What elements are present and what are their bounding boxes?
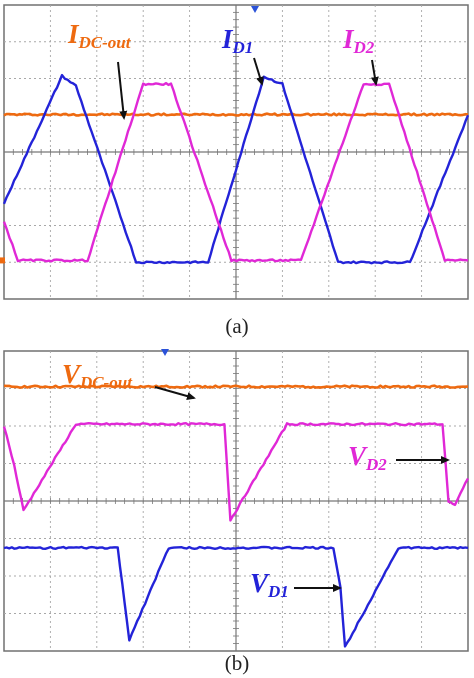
trigger-position-marker <box>251 6 259 13</box>
label-i-d2: ID2 <box>342 24 375 57</box>
trace-v-d2 <box>2 422 470 522</box>
panel-b-voltage-waveforms: VDC-out VD2 VD1 <box>2 349 470 652</box>
trace-v-dc-out <box>3 384 469 389</box>
panel-a-traces <box>0 73 470 265</box>
trace-v-d1 <box>3 545 469 648</box>
label-i-d1: ID1 <box>221 24 253 57</box>
arrow-i-d1 <box>253 57 264 86</box>
panel-b-grid <box>4 351 468 651</box>
panel-b-traces <box>2 384 470 648</box>
panel-a-current-waveforms: IDC-out ID1 ID2 <box>0 4 470 300</box>
panel-a-annotations: IDC-out ID1 ID2 <box>67 6 379 120</box>
panel-b-annotations: VDC-out VD2 VD1 <box>62 349 450 601</box>
trace-i-d1 <box>2 73 470 265</box>
caption-b: (b) <box>225 651 250 675</box>
arrow-i-dc-out <box>117 61 128 120</box>
caption-a: (a) <box>225 314 248 338</box>
trace-i-dc-out <box>3 112 469 117</box>
label-v-dc-out: VDC-out <box>62 359 133 392</box>
arrow-v-dc-out <box>154 386 196 400</box>
arrow-i-d2 <box>370 59 379 86</box>
trigger-position-marker <box>161 349 169 356</box>
trace-i-d2 <box>2 81 469 263</box>
label-i-dc-out: IDC-out <box>67 19 132 52</box>
label-v-d2: VD2 <box>348 441 387 474</box>
label-v-d1: VD1 <box>250 568 289 601</box>
channel-ground-marker <box>0 257 5 264</box>
